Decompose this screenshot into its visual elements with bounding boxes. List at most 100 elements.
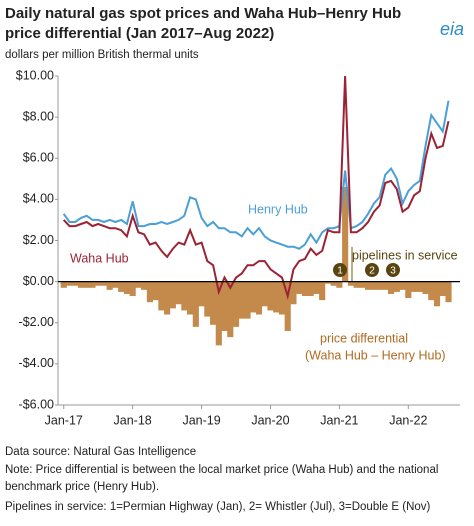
y-tick-label: $0.00 (23, 274, 54, 288)
diff-bar (290, 281, 297, 305)
diff-bar (301, 281, 309, 297)
note: Data source: Natural Gas Intelligence (5, 446, 196, 458)
pipeline-marker-label: 3 (390, 266, 396, 277)
pipeline-marker (333, 263, 347, 277)
note: Note: Price differential is between the … (5, 464, 438, 476)
diff-bar (388, 281, 395, 294)
y-tick-label: $2.00 (23, 233, 54, 247)
diff-bar (445, 281, 452, 303)
diff-bar (227, 281, 234, 338)
diff-bar (221, 281, 228, 331)
series-label: Henry Hub (248, 202, 308, 216)
y-tick-label: $10.00 (16, 68, 54, 82)
diff-bar (273, 281, 280, 313)
diff-bar (232, 281, 240, 327)
diff-bar (244, 281, 251, 319)
diff-bar (365, 281, 372, 290)
diff-bar (278, 281, 286, 315)
x-tick-label: Jan-19 (182, 413, 220, 427)
annotation: (Waha Hub – Henry Hub) (305, 348, 446, 362)
pipeline-marker (386, 263, 400, 277)
diff-bar (353, 281, 360, 288)
diff-bar (89, 281, 96, 288)
diff-bar (112, 281, 119, 288)
y-tick-label: $6.00 (23, 151, 54, 165)
diff-bar (146, 281, 153, 303)
diff-bar (370, 281, 377, 290)
annotation: price differential (320, 331, 408, 345)
diff-bar (347, 281, 354, 286)
chart-title: Daily natural gas spot prices and Waha H… (5, 5, 401, 42)
diff-bar (118, 281, 125, 292)
chart-subtitle: dollars per million British thermal unit… (5, 49, 199, 61)
pipeline-marker (365, 263, 379, 277)
x-tick-label: Jan-18 (114, 413, 152, 427)
diff-bar (169, 281, 176, 309)
diff-bar (307, 281, 314, 297)
x-tick-label: Jan-21 (320, 413, 358, 427)
diff-bar (422, 281, 429, 294)
diff-bar (324, 281, 331, 284)
diff-bar (106, 281, 113, 290)
diff-bar (393, 281, 400, 292)
diff-bar (152, 281, 159, 301)
diff-bar (60, 281, 67, 288)
diff-bar (83, 281, 90, 288)
diff-bar (204, 281, 211, 317)
diff-bar (187, 281, 194, 315)
y-tick-label: $4.00 (23, 192, 54, 206)
diff-bar (100, 281, 108, 286)
diff-bar (135, 281, 142, 288)
diff-bar (359, 281, 366, 288)
y-tick-label: -$6.00 (19, 397, 54, 411)
diff-bar (439, 281, 446, 297)
diff-bar (382, 281, 389, 290)
series-label: Waha Hub (70, 251, 129, 265)
diff-bar (405, 281, 412, 299)
diff-bar (267, 281, 274, 311)
y-tick-label: $8.00 (23, 109, 54, 123)
diff-bar (376, 281, 383, 290)
diff-bar (175, 281, 182, 305)
diff-bar (416, 281, 423, 292)
diff-bar (296, 281, 303, 294)
diff-bar (215, 281, 222, 346)
annotation: pipelines in service (352, 248, 458, 262)
diff-bar (238, 281, 245, 319)
diff-bar (129, 281, 136, 297)
pipeline-marker-label: 1 (337, 266, 343, 277)
diff-bar (158, 281, 165, 311)
x-tick-label: Jan-17 (45, 413, 83, 427)
diff-bar (209, 281, 217, 325)
diff-bar (255, 281, 263, 315)
x-tick-label: Jan-20 (251, 413, 289, 427)
diff-bar (284, 281, 291, 331)
note: benchmark price (Henry Hub). (5, 481, 159, 493)
diff-bar (192, 281, 199, 327)
diff-bar (342, 187, 349, 282)
x-tick-label: Jan-22 (389, 413, 427, 427)
y-tick-label: -$2.00 (19, 315, 54, 329)
diff-bar (141, 281, 148, 290)
note: Pipelines in service: 1=Permian Highway … (5, 501, 431, 513)
diff-bar (181, 281, 188, 311)
diff-bar (428, 281, 435, 301)
series-line (62, 75, 450, 300)
diff-bar (336, 281, 343, 288)
diff-bar (433, 281, 441, 307)
diff-bar (95, 281, 102, 286)
diff-bar (164, 281, 171, 315)
diff-bar (313, 281, 320, 294)
diff-bar (399, 281, 406, 290)
diff-bar (72, 281, 79, 286)
series-line (62, 100, 450, 250)
diff-bar (261, 281, 268, 307)
diff-bar (66, 281, 73, 286)
diff-bar (330, 281, 337, 286)
diff-bar (198, 281, 205, 307)
logo: eia (440, 19, 464, 39)
diff-bar (250, 281, 257, 313)
y-tick-label: -$4.00 (19, 356, 54, 370)
pipeline-marker-label: 2 (369, 266, 375, 277)
